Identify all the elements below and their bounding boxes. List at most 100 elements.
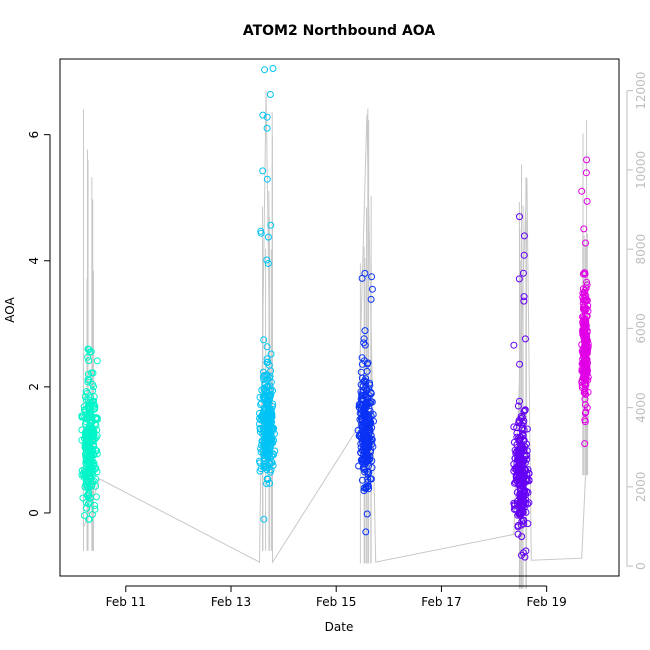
data-point: [89, 464, 96, 472]
data-point: [85, 492, 93, 500]
data-point: [264, 358, 272, 366]
chart-title: ATOM2 Northbound AOA: [243, 23, 435, 39]
data-point: [86, 498, 94, 506]
data-point: [368, 285, 376, 293]
data-point: [518, 430, 526, 438]
data-point: [265, 450, 273, 458]
data-point: [265, 433, 273, 441]
points-layer: [78, 65, 592, 561]
data-point: [367, 475, 375, 483]
data-point: [260, 427, 268, 435]
data-point: [520, 251, 528, 259]
right-tick-label: 0: [634, 562, 648, 570]
data-point: [360, 339, 368, 347]
data-point: [86, 483, 94, 491]
data-point: [263, 372, 271, 380]
data-point: [518, 551, 525, 559]
data-point: [579, 296, 587, 304]
data-point: [370, 417, 377, 425]
data-point: [84, 479, 91, 486]
data-point: [86, 419, 94, 427]
data-point: [520, 232, 528, 240]
data-point: [78, 426, 86, 434]
data-point: [580, 330, 588, 338]
x-tick-label: Feb 11: [106, 595, 146, 609]
data-point: [520, 407, 528, 415]
data-point: [581, 409, 589, 417]
data-point: [362, 455, 370, 463]
data-point: [518, 493, 526, 501]
data-point: [92, 493, 100, 501]
data-point: [513, 433, 521, 441]
data-point: [581, 401, 589, 409]
data-point: [514, 500, 521, 507]
data-point: [514, 453, 522, 461]
data-point: [520, 293, 528, 301]
data-point: [364, 475, 372, 483]
data-point: [267, 390, 275, 398]
data-point: [91, 505, 99, 513]
data-point: [267, 350, 275, 358]
data-point: [84, 353, 92, 361]
data-point: [516, 510, 524, 518]
data-point: [265, 386, 273, 394]
data-point: [583, 365, 591, 373]
data-point: [523, 425, 531, 433]
data-point: [519, 447, 527, 455]
data-point: [83, 456, 91, 464]
data-point: [510, 505, 518, 513]
data-point: [582, 323, 590, 331]
data-point: [525, 499, 533, 507]
data-point: [91, 502, 99, 509]
data-point: [578, 360, 586, 368]
data-point: [515, 448, 523, 456]
y-tick-label: 2: [27, 383, 41, 391]
data-point: [582, 297, 590, 305]
data-point: [260, 515, 268, 523]
data-point: [363, 393, 371, 401]
data-point: [524, 466, 532, 474]
data-point: [363, 360, 371, 368]
data-point: [263, 124, 271, 132]
data-point: [582, 355, 590, 363]
data-point: [362, 403, 370, 411]
x-tick-label: Feb 13: [211, 595, 251, 609]
data-point: [81, 393, 89, 401]
data-point: [358, 476, 366, 484]
data-point: [256, 457, 263, 465]
data-point: [82, 406, 90, 414]
data-point: [583, 313, 591, 321]
data-point: [260, 336, 268, 344]
data-point: [581, 354, 589, 362]
data-point: [87, 429, 95, 437]
data-point: [362, 528, 370, 536]
data-point: [521, 459, 529, 467]
x-tick-label: Feb 17: [421, 595, 461, 609]
data-point: [269, 400, 277, 408]
data-point: [514, 522, 522, 529]
data-point: [266, 382, 274, 390]
data-point: [258, 386, 266, 394]
data-point: [355, 462, 363, 470]
data-point: [363, 367, 371, 375]
data-point: [93, 357, 101, 365]
x-tick-label: Feb 19: [526, 595, 566, 609]
data-point: [263, 256, 271, 264]
data-point: [368, 273, 376, 281]
data-point: [257, 416, 265, 424]
data-point: [264, 475, 272, 483]
data-point: [78, 436, 86, 444]
data-point: [267, 221, 275, 229]
data-point: [263, 343, 271, 351]
data-point: [356, 404, 364, 412]
data-point: [85, 357, 93, 365]
data-point: [260, 431, 268, 439]
data-point: [261, 448, 269, 456]
data-point: [261, 66, 269, 74]
data-point: [266, 407, 274, 415]
data-point: [521, 407, 529, 414]
right-tick-label: 2000: [634, 472, 648, 503]
data-point: [91, 401, 98, 409]
data-point: [578, 381, 586, 389]
data-point: [269, 65, 277, 72]
